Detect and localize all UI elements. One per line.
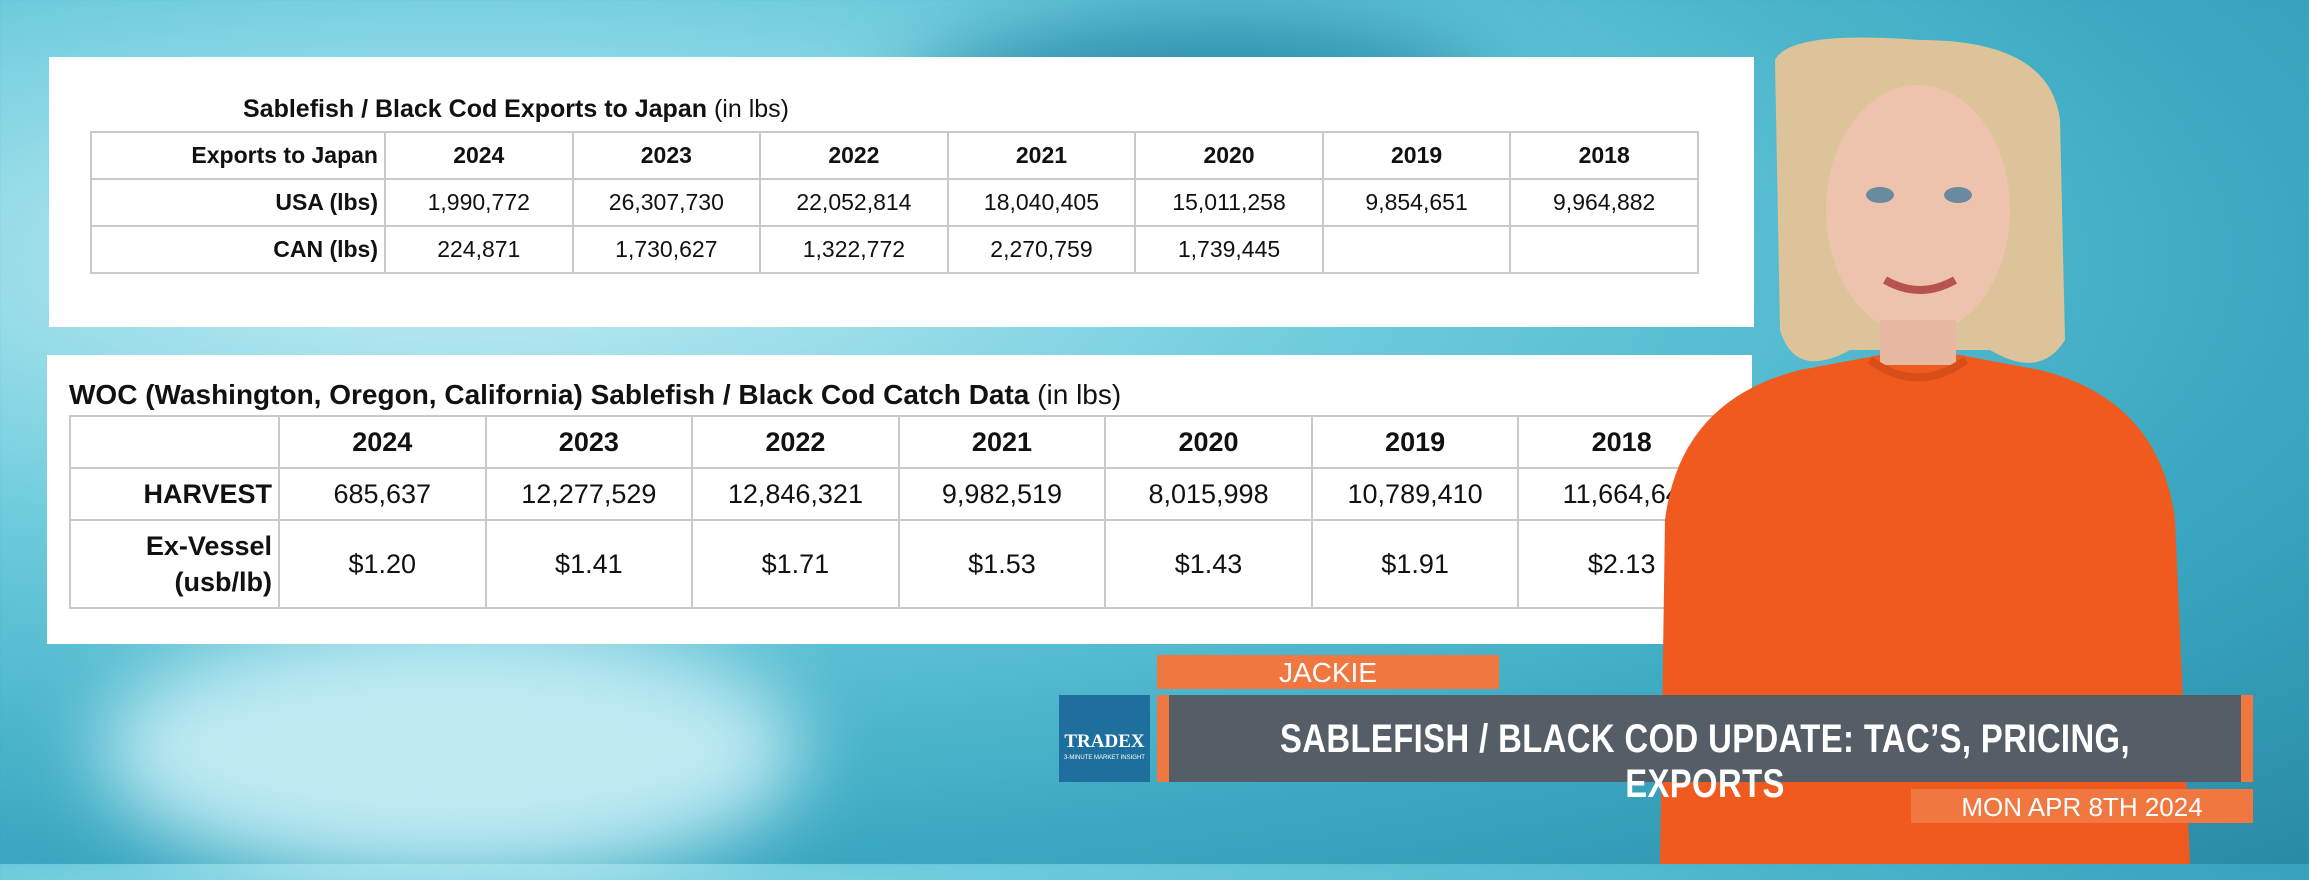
table-row: Ex-Vessel (usb/lb) $1.20 $1.41 $1.71 $1.53 $1… (69, 519, 1726, 609)
date-bar: MON APR 8TH 2024 (1911, 789, 2253, 823)
table-cell: 9,964,882 (1509, 178, 1699, 227)
table-cell: 12,846,321 (691, 467, 900, 521)
eye (1944, 187, 1972, 203)
table-cell: 1,990,772 (384, 178, 574, 227)
table-cell: 9,854,651 (1321, 178, 1512, 227)
logo: TRADEX 3-MINUTE MARKET INSIGHT (1059, 695, 1150, 782)
logo-text: TRADEX (1064, 731, 1145, 752)
table-row: USA (lbs) 1,990,772 26,307,730 22,052,814 18… (90, 178, 1699, 227)
table-cell: 685,637 (278, 467, 487, 521)
table-cell: 2,270,759 (946, 225, 1137, 274)
empty-cell (1509, 225, 1699, 274)
table-row: Exports to Japan 2024 2023 2022 2021 2020 2019… (90, 131, 1699, 180)
table-cell: 2021 (946, 131, 1137, 180)
table-cell: 2020 (1134, 131, 1324, 180)
headline-bg (1169, 695, 2241, 782)
table-cell: 2022 (691, 415, 900, 469)
table-cell: 2024 (384, 131, 574, 180)
table-cell: 8,015,998 (1104, 467, 1313, 521)
table-cell: 2019 (1321, 131, 1512, 180)
table-cell: 2022 (759, 131, 949, 180)
headline-bar: SABLEFISH / BLACK COD UPDATE: TAC’S, PRI… (1157, 695, 2253, 806)
table-cell: 224,871 (384, 225, 574, 274)
table-panel: Sablefish / Black Cod Exports to Japan (… (49, 57, 1754, 327)
table-cell: 22,052,814 (759, 178, 949, 227)
table-cell: 10,789,410 (1310, 467, 1520, 521)
table-cell: 26,307,730 (571, 178, 762, 227)
neck (1880, 320, 1956, 365)
presenter-name: JACKIE (1278, 657, 1378, 688)
table-cell: 2023 (484, 415, 694, 469)
table-cell: Exports to Japan (90, 131, 386, 180)
collar (1867, 356, 1969, 382)
table-cell: 1,322,772 (759, 225, 949, 274)
table-title: Sablefish / Black Cod Exports to Japan (… (243, 95, 789, 123)
catch-table: 2024 2023 2022 2021 2020 2019 2018 HARVEST 685,6… (69, 415, 1726, 609)
table-cell: 2023 (571, 131, 762, 180)
table-title: WOC (Washington, Oregon, California) Sab… (69, 379, 1122, 410)
exports-table: Exports to Japan 2024 2023 2022 2021 2020 2019… (90, 131, 1699, 274)
headline: SABLEFISH / BLACK COD UPDATE: TAC’S, PRI… (1279, 717, 2131, 806)
table-cell: 2021 (897, 415, 1107, 469)
table-cell: $1.41 (484, 519, 694, 609)
table-cell: Ex-Vessel (usb/lb) (69, 519, 280, 609)
mouth (1883, 276, 1957, 294)
date: MON APR 8TH 2024 (1961, 792, 2203, 822)
empty-cell (1321, 225, 1512, 274)
table-cell: 1,730,627 (571, 225, 762, 274)
background-glow (100, 620, 800, 880)
table-cell: USA (lbs) (90, 178, 386, 227)
table-cell: $1.53 (897, 519, 1107, 609)
name-bar: JACKIE (1157, 655, 1499, 689)
table-cell: CAN (lbs) (90, 225, 386, 274)
table-cell: 15,011,258 (1134, 178, 1324, 227)
table-cell: $1.20 (278, 519, 487, 609)
face (1826, 85, 2010, 335)
eye (1866, 187, 1894, 203)
table-cell: 2018 (1509, 131, 1699, 180)
table-cell: 2020 (1104, 415, 1313, 469)
table-cell: 2024 (278, 415, 487, 469)
table-cell: $1.43 (1104, 519, 1313, 609)
table-cell: 18,040,405 (946, 178, 1137, 227)
table-cell: 9,982,519 (897, 467, 1107, 521)
table-cell: $1.91 (1310, 519, 1520, 609)
table-cell: 2019 (1310, 415, 1520, 469)
table-row: 2024 2023 2022 2021 2020 2019 2018 (69, 415, 1726, 469)
table-cell: 12,277,529 (484, 467, 694, 521)
logo-tagline: 3-MINUTE MARKET INSIGHT (1064, 755, 1145, 761)
table-cell: $1.71 (691, 519, 900, 609)
table-panel: WOC (Washington, Oregon, California) Sab… (47, 355, 1752, 644)
table-cell: 1,739,445 (1134, 225, 1324, 274)
empty-cell (69, 415, 280, 469)
table-cell: HARVEST (69, 467, 280, 521)
table-row: CAN (lbs) 224,871 1,730,627 1,322,772 2,270,… (90, 225, 1699, 274)
